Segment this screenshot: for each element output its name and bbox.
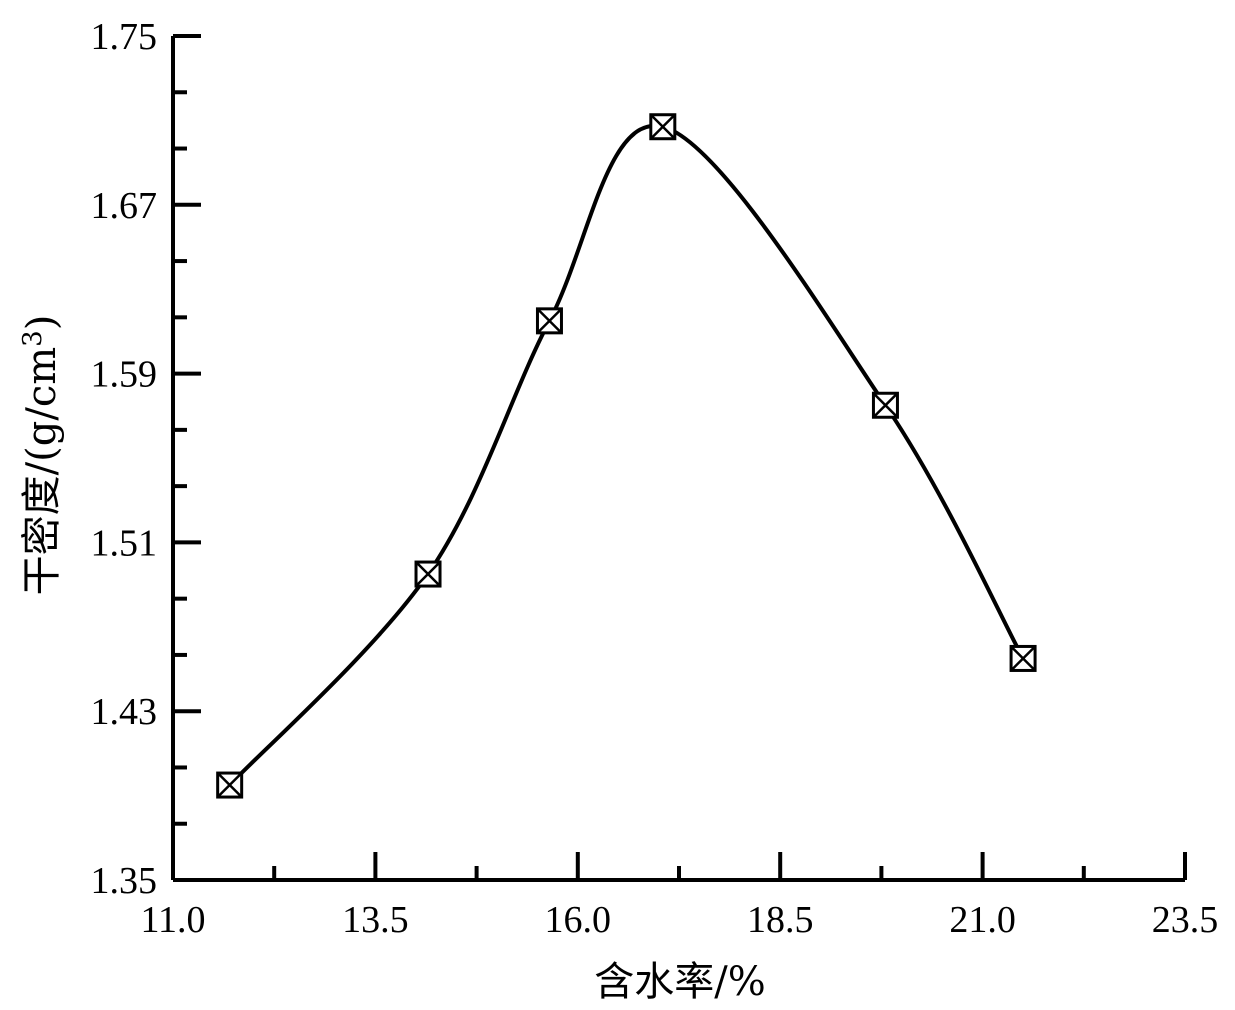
data-markers <box>216 113 1037 799</box>
data-point-marker <box>1009 644 1037 672</box>
data-point-marker <box>414 560 442 588</box>
y-axis-title: 干密度/(g/cm3) <box>18 315 65 596</box>
fit-curve <box>228 123 1025 787</box>
axes <box>171 34 1187 882</box>
y-axis-title-tail: ) <box>19 315 65 331</box>
marker-cross <box>216 772 243 798</box>
x-axis-title: 含水率/% <box>594 959 765 1005</box>
y-tick-label: 1.67 <box>91 185 158 227</box>
data-point-marker <box>535 307 563 335</box>
y-tick-label: 1.51 <box>91 522 158 564</box>
y-axis-title-main: 干密度/(g/cm <box>19 347 65 596</box>
y-tick-label: 1.43 <box>91 691 158 733</box>
x-tick-label: 13.5 <box>342 899 409 941</box>
y-tick-label: 1.75 <box>91 16 158 58</box>
data-point-marker <box>216 771 244 799</box>
marker-cross <box>1010 645 1036 672</box>
y-tick-label: 1.35 <box>91 860 158 902</box>
x-tick-label: 21.0 <box>949 899 1016 941</box>
x-tick-label: 18.5 <box>747 899 814 941</box>
x-tick-label: 16.0 <box>545 899 612 941</box>
y-tick-label: 1.59 <box>91 354 158 396</box>
data-point-marker <box>871 391 899 419</box>
marker-cross <box>415 561 441 587</box>
x-tick-label: 11.0 <box>140 899 205 941</box>
marker-cross <box>872 392 899 419</box>
x-tick-label: 23.5 <box>1152 899 1219 941</box>
marker-cross <box>536 307 563 334</box>
marker-cross <box>649 113 676 140</box>
y-axis-title-superscript: 3 <box>18 330 48 347</box>
data-point-marker <box>649 113 677 141</box>
fit-curve-layer <box>228 123 1025 787</box>
tick-labels: 11.0 13.5 16.0 18.5 21.0 23.5 1.35 1.43 1.51 1.59… <box>91 16 1219 941</box>
